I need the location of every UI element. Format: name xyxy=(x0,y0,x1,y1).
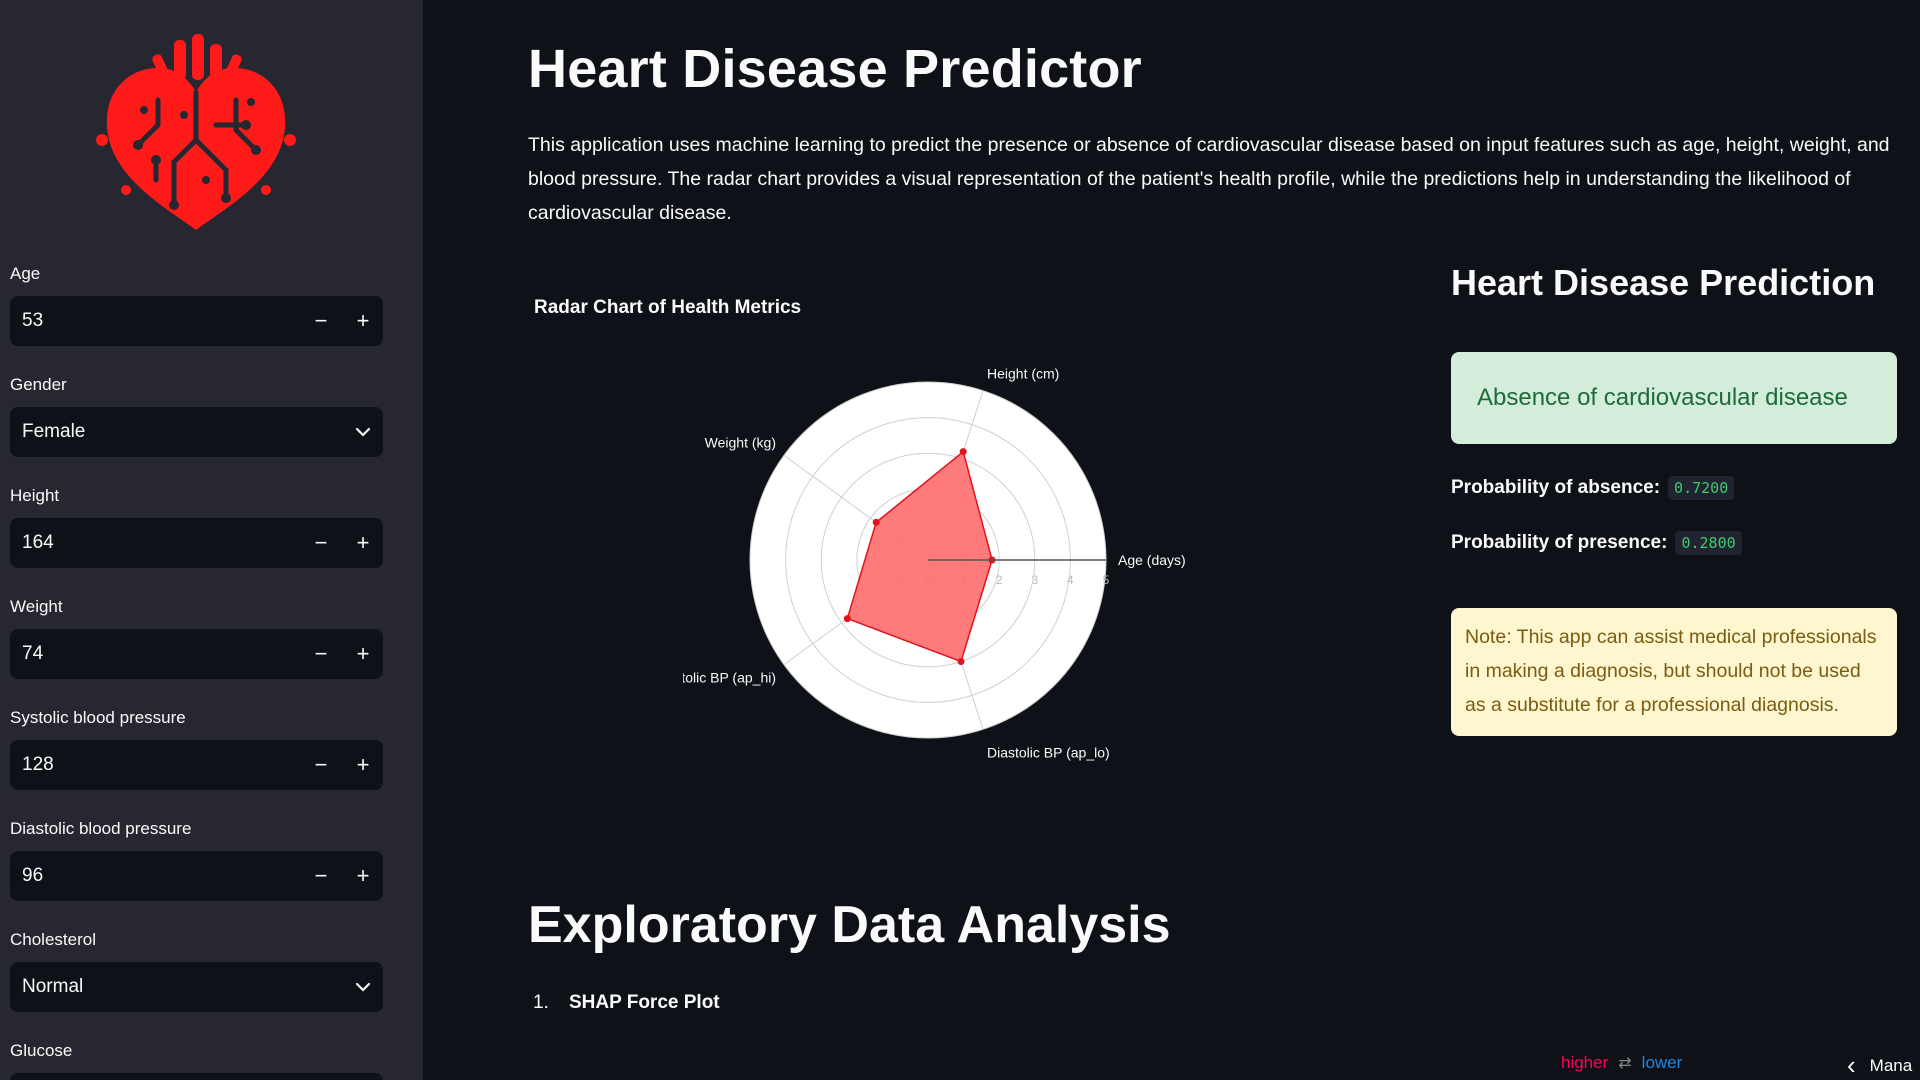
age-label: Age xyxy=(10,264,41,283)
systolic-value[interactable]: 128 xyxy=(22,754,54,775)
systolic-label: Systolic blood pressure xyxy=(10,708,186,727)
radar-tick-label: 2 xyxy=(996,573,1003,587)
radar-axis-label: Diastolic BP (ap_lo) xyxy=(987,744,1110,760)
radar-data-point xyxy=(843,615,851,623)
radar-axis-label: Systolic BP (ap_hi) xyxy=(683,670,776,686)
gender-select[interactable]: Female xyxy=(10,407,383,457)
radar-data-point xyxy=(957,658,965,666)
radar-data-point xyxy=(872,518,880,526)
systolic-increment-button[interactable]: + xyxy=(356,752,370,777)
cholesterol-value[interactable]: Normal xyxy=(22,976,84,997)
age-field: Age 53 − + xyxy=(10,262,383,346)
glucose-field: Glucose xyxy=(10,1039,383,1080)
diastolic-value[interactable]: 96 xyxy=(22,865,44,886)
height-value[interactable]: 164 xyxy=(22,532,54,553)
sidebar: Age 53 − + Gender Female Height 164 − + … xyxy=(0,0,423,1080)
diastolic-decrement-button[interactable]: − xyxy=(314,863,328,888)
presence-probability-label: Probability of presence: xyxy=(1451,532,1668,553)
height-label: Height xyxy=(10,486,60,505)
weight-input[interactable]: 74 − + xyxy=(10,629,383,679)
chart-title: Radar Chart of Health Metrics xyxy=(534,297,802,318)
shap-legend-higher: higher xyxy=(1561,1053,1609,1072)
absence-probability-value: 0.7200 xyxy=(1668,476,1735,500)
systolic-input[interactable]: 128 − + xyxy=(10,740,383,790)
cholesterol-select[interactable]: Normal xyxy=(10,962,383,1012)
page-title: Heart Disease Predictor xyxy=(528,39,1142,99)
age-increment-button[interactable]: + xyxy=(356,308,370,333)
height-decrement-button[interactable]: − xyxy=(314,530,328,555)
weight-increment-button[interactable]: + xyxy=(356,641,370,666)
diastolic-field: Diastolic blood pressure 96 − + xyxy=(10,817,383,901)
weight-value[interactable]: 74 xyxy=(22,643,44,664)
eda-title: Exploratory Data Analysis xyxy=(528,896,1171,954)
list-item-number: 1. xyxy=(533,992,549,1013)
radar-tick-label: 4 xyxy=(1067,573,1074,587)
radar-chart: 012345Age (days)Height (cm)Weight (kg)Sy… xyxy=(683,366,1186,761)
radar-tick-label: 3 xyxy=(1031,573,1038,587)
weight-field: Weight 74 − + xyxy=(10,595,383,679)
prediction-title: Heart Disease Prediction xyxy=(1451,262,1876,303)
radar-axis-label: Weight (kg) xyxy=(705,434,776,450)
radar-axis-label: Height (cm) xyxy=(987,366,1059,382)
absence-probability-row: Probability of absence: 0.7200 xyxy=(1451,476,1735,500)
absence-probability-label: Probability of absence: xyxy=(1451,477,1661,498)
presence-probability-value: 0.2800 xyxy=(1675,531,1742,555)
systolic-field: Systolic blood pressure 128 − + xyxy=(10,706,383,790)
manage-app-button[interactable]: ‹ Mana xyxy=(1847,1050,1920,1080)
weight-decrement-button[interactable]: − xyxy=(314,641,328,666)
height-field: Height 164 − + xyxy=(10,484,383,568)
glucose-select[interactable] xyxy=(10,1073,383,1080)
weight-label: Weight xyxy=(10,597,63,616)
diastolic-increment-button[interactable]: + xyxy=(356,863,370,888)
age-decrement-button[interactable]: − xyxy=(314,308,328,333)
radar-tick-label: 5 xyxy=(1103,573,1110,587)
systolic-decrement-button[interactable]: − xyxy=(314,752,328,777)
main-content: Heart Disease Predictor This application… xyxy=(423,0,1920,1080)
gender-field: Gender Female xyxy=(10,373,383,457)
shap-legend-lower: lower xyxy=(1641,1053,1683,1072)
age-value[interactable]: 53 xyxy=(22,310,44,331)
cholesterol-field: Cholesterol Normal xyxy=(10,928,383,1012)
prediction-result-alert: Absence of cardiovascular disease xyxy=(1451,352,1897,444)
diastolic-input[interactable]: 96 − + xyxy=(10,851,383,901)
list-item-label: SHAP Force Plot xyxy=(569,992,720,1013)
glucose-label: Glucose xyxy=(10,1041,73,1060)
shap-legend: higher ⇄ lower xyxy=(1561,1053,1682,1073)
heart-circuit-icon xyxy=(96,30,296,240)
manage-app-label[interactable]: Mana xyxy=(1869,1055,1913,1075)
age-input[interactable]: 53 − + xyxy=(10,296,383,346)
swap-icon: ⇄ xyxy=(1618,1055,1632,1072)
chevron-left-icon[interactable]: ‹ xyxy=(1847,1050,1856,1080)
page-description: This application uses machine learning t… xyxy=(528,134,1890,224)
cholesterol-label: Cholesterol xyxy=(10,930,96,949)
radar-series-area xyxy=(846,450,993,663)
gender-value[interactable]: Female xyxy=(22,421,86,442)
height-increment-button[interactable]: + xyxy=(356,530,370,555)
radar-axis-label: Age (days) xyxy=(1118,552,1186,568)
gender-label: Gender xyxy=(10,375,67,394)
presence-probability-row: Probability of presence: 0.2800 xyxy=(1451,531,1742,555)
diastolic-label: Diastolic blood pressure xyxy=(10,819,192,838)
chevron-down-icon[interactable] xyxy=(343,407,383,457)
radar-data-point xyxy=(959,448,967,456)
height-input[interactable]: 164 − + xyxy=(10,518,383,568)
chevron-down-icon[interactable] xyxy=(343,962,383,1012)
list-item: 1. SHAP Force Plot xyxy=(533,992,720,1014)
disclaimer-note: Note: This app can assist medical profes… xyxy=(1451,608,1897,736)
